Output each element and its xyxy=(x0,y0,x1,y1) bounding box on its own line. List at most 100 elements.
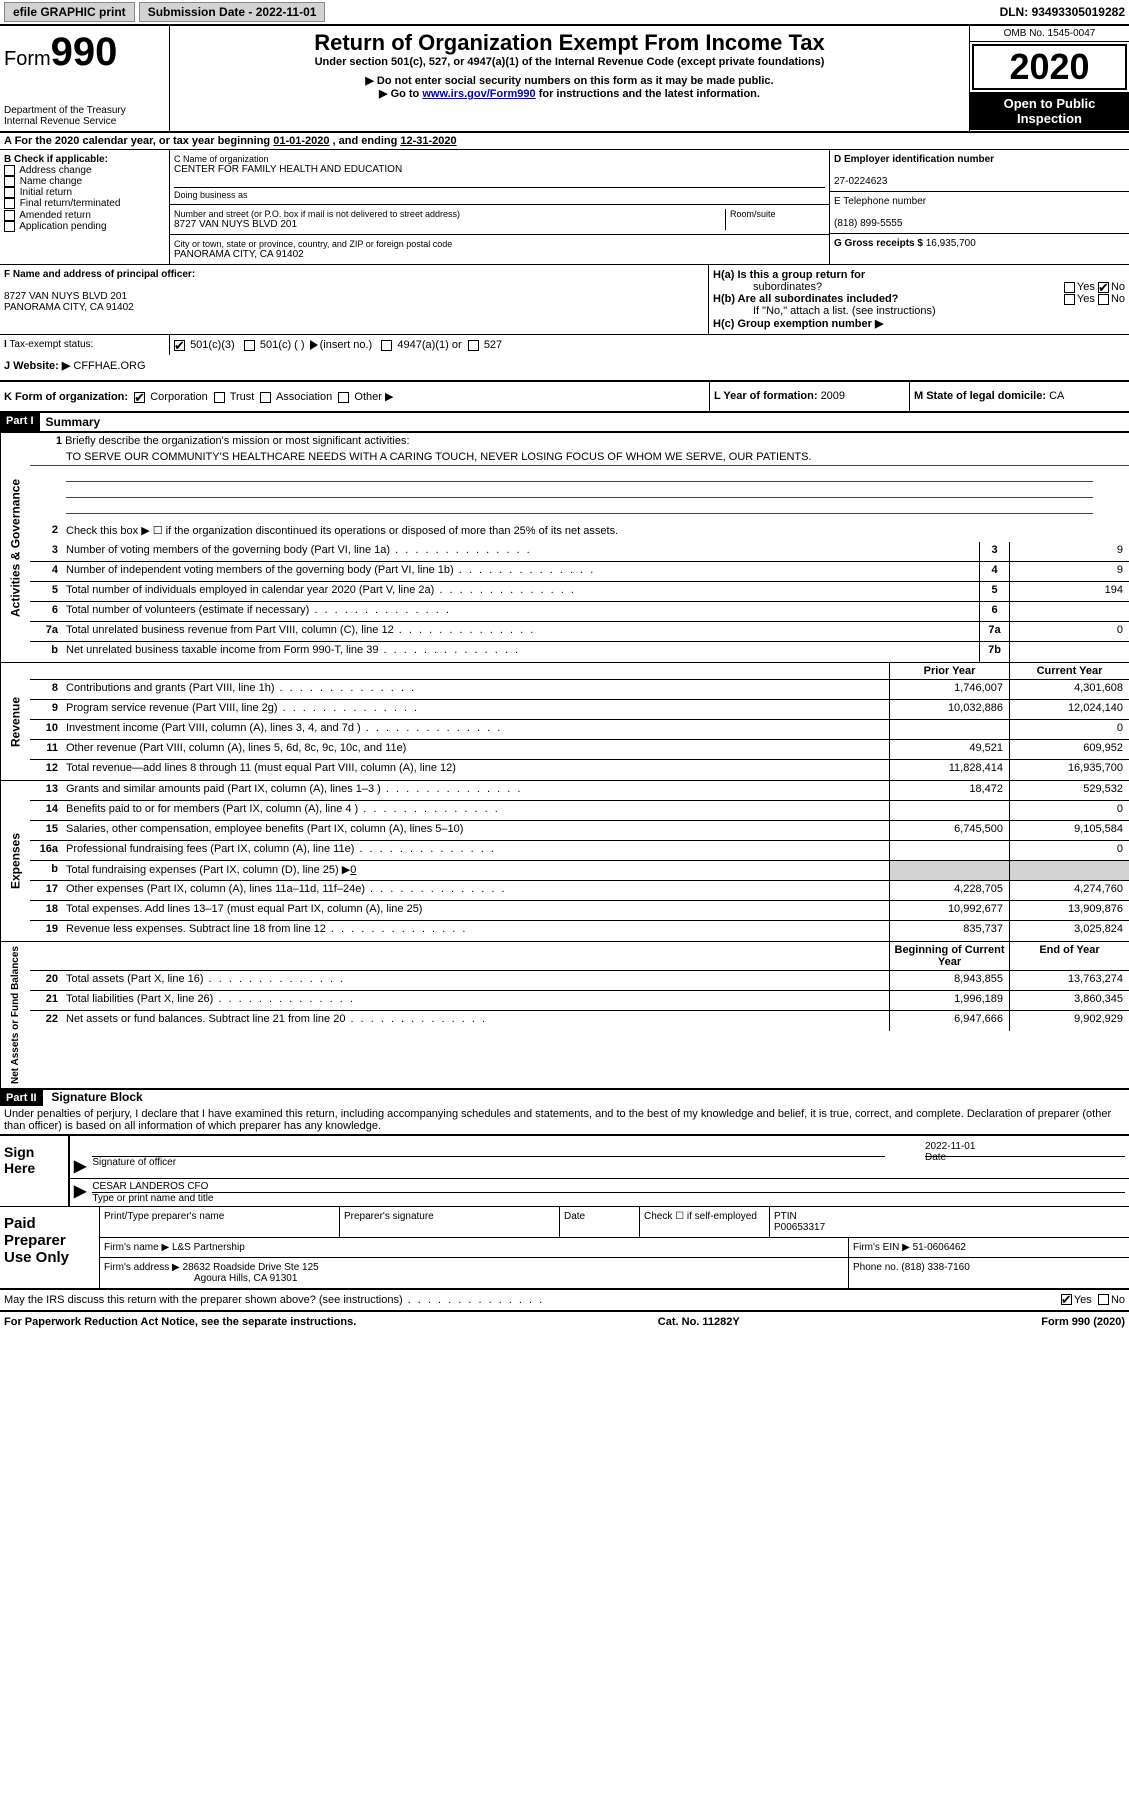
arrow-icon: ▶ xyxy=(74,1156,86,1176)
dln: DLN: 93493305019282 xyxy=(1000,5,1125,19)
line3-desc: Number of voting members of the governin… xyxy=(62,542,979,561)
mission-text: TO SERVE OUR COMMUNITY'S HEALTHCARE NEED… xyxy=(30,449,1129,466)
part1-header: Part I Summary xyxy=(0,413,1129,432)
omb-number: OMB No. 1545-0047 xyxy=(970,26,1129,42)
col-d: D Employer identification number 27-0224… xyxy=(829,150,1129,264)
subtitle-2: ▶ Do not enter social security numbers o… xyxy=(174,74,965,87)
chk-501c[interactable] xyxy=(244,340,255,351)
line7a-desc: Total unrelated business revenue from Pa… xyxy=(62,622,979,641)
dept-treasury: Department of the Treasury xyxy=(4,105,165,116)
chk-other[interactable] xyxy=(338,392,349,403)
officer-name-label: Type or print name and title xyxy=(92,1192,1125,1204)
officer-label: F Name and address of principal officer: xyxy=(4,269,195,280)
section-a: A For the 2020 calendar year, or tax yea… xyxy=(0,133,1129,150)
chk-initial-return[interactable] xyxy=(4,187,15,198)
topbar: efile GRAPHIC print Submission Date - 20… xyxy=(0,0,1129,24)
b-header: B Check if applicable: xyxy=(4,154,108,165)
chk-hb-no[interactable] xyxy=(1098,294,1109,305)
ein-value: 27-0224623 xyxy=(834,176,887,187)
line6-val xyxy=(1009,602,1129,621)
line4-val: 9 xyxy=(1009,562,1129,581)
chk-assoc[interactable] xyxy=(260,392,271,403)
expenses-section: Expenses 13Grants and similar amounts pa… xyxy=(0,780,1129,941)
arrow-icon: ▶ xyxy=(74,1181,86,1204)
line5-val: 194 xyxy=(1009,582,1129,601)
block-fh: F Name and address of principal officer:… xyxy=(0,265,1129,335)
form990-link[interactable]: www.irs.gov/Form990 xyxy=(422,88,535,100)
block-i: I Tax-exempt status: 501(c)(3) 501(c) ( … xyxy=(0,335,1129,355)
hb-label: H(b) Are all subordinates included? xyxy=(713,293,898,305)
open-public: Open to Public Inspection xyxy=(970,92,1129,130)
date-label: Date xyxy=(925,1152,946,1163)
chk-discuss-no[interactable] xyxy=(1098,1294,1109,1305)
prep-sig-label: Preparer's signature xyxy=(340,1207,560,1237)
line1-desc: Briefly describe the organization's miss… xyxy=(65,435,409,447)
col-b: B Check if applicable: Address change Na… xyxy=(0,150,170,264)
block-klm: K Form of organization: Corporation Trus… xyxy=(0,382,1129,413)
line5-desc: Total number of individuals employed in … xyxy=(62,582,979,601)
footer: For Paperwork Reduction Act Notice, see … xyxy=(0,1312,1129,1332)
chk-527[interactable] xyxy=(468,340,479,351)
subtitle-1: Under section 501(c), 527, or 4947(a)(1)… xyxy=(174,56,965,68)
block-j: J Website: ▶ CFFHAE.ORG xyxy=(0,355,1129,382)
sign-here-label: Sign Here xyxy=(0,1136,70,1206)
prep-name-label: Print/Type preparer's name xyxy=(100,1207,340,1237)
chk-4947[interactable] xyxy=(381,340,392,351)
officer-name: CESAR LANDEROS CFO xyxy=(92,1181,1125,1192)
dba-label: Doing business as xyxy=(174,187,825,200)
form-header: Form990 Department of the Treasury Inter… xyxy=(0,26,1129,133)
line7b-val xyxy=(1009,642,1129,662)
sign-here-block: Sign Here ▶ Signature of officer 2022-11… xyxy=(0,1135,1129,1207)
subtitle-3: ▶ Go to www.irs.gov/Form990 for instruct… xyxy=(174,87,965,100)
gross-receipts-value: 16,935,700 xyxy=(926,238,976,249)
org-name: CENTER FOR FAMILY HEALTH AND EDUCATION xyxy=(174,164,825,175)
part2-header: Part II Signature Block xyxy=(0,1090,1129,1106)
chk-corp[interactable] xyxy=(134,392,145,403)
chk-name-change[interactable] xyxy=(4,176,15,187)
prep-date-label: Date xyxy=(560,1207,640,1237)
officer-addr2: PANORAMA CITY, CA 91402 xyxy=(4,302,134,313)
chk-final-return[interactable] xyxy=(4,198,15,209)
officer-addr1: 8727 VAN NUYS BLVD 201 xyxy=(4,291,127,302)
website-label: J Website: ▶ xyxy=(4,360,70,372)
chk-hb-yes[interactable] xyxy=(1064,294,1075,305)
chk-application-pending[interactable] xyxy=(4,221,15,232)
irs-label: Internal Revenue Service xyxy=(4,116,165,127)
chk-discuss-yes[interactable] xyxy=(1061,1294,1072,1305)
submission-date-button[interactable]: Submission Date - 2022-11-01 xyxy=(139,2,326,22)
line7b-desc: Net unrelated business taxable income fr… xyxy=(62,642,979,662)
m-label: M State of legal domicile: xyxy=(914,390,1049,402)
chk-501c3[interactable] xyxy=(174,340,185,351)
footer-left: For Paperwork Reduction Act Notice, see … xyxy=(4,1316,356,1328)
hdr-current-year: Current Year xyxy=(1009,663,1129,679)
chk-ha-yes[interactable] xyxy=(1064,282,1075,293)
hdr-beginning: Beginning of Current Year xyxy=(889,942,1009,970)
revenue-section: Revenue Prior YearCurrent Year 8Contribu… xyxy=(0,662,1129,780)
street-label: Number and street (or P.O. box if mail i… xyxy=(174,209,725,219)
perjury-text: Under penalties of perjury, I declare th… xyxy=(0,1106,1129,1135)
gross-receipts-label: G Gross receipts $ xyxy=(834,238,926,249)
discuss-row: May the IRS discuss this return with the… xyxy=(0,1290,1129,1312)
chk-ha-no[interactable] xyxy=(1098,282,1109,293)
vtab-governance: Activities & Governance xyxy=(0,433,30,662)
l-label: L Year of formation: xyxy=(714,390,821,402)
city-label: City or town, state or province, country… xyxy=(174,239,825,249)
chk-address-change[interactable] xyxy=(4,165,15,176)
line7a-val: 0 xyxy=(1009,622,1129,641)
k-label: K Form of organization: xyxy=(4,391,128,403)
tax-year: 2020 xyxy=(972,44,1127,90)
governance-section: Activities & Governance 1 Briefly descri… xyxy=(0,432,1129,662)
net-assets-section: Net Assets or Fund Balances Beginning of… xyxy=(0,941,1129,1090)
vtab-net: Net Assets or Fund Balances xyxy=(0,942,30,1088)
m-value: CA xyxy=(1049,390,1064,402)
firm-phone: (818) 338-7160 xyxy=(901,1262,969,1273)
ptin-value: P00653317 xyxy=(774,1222,825,1233)
efile-button[interactable]: efile GRAPHIC print xyxy=(4,2,135,22)
col-c: C Name of organization CENTER FOR FAMILY… xyxy=(170,150,829,264)
line6-desc: Total number of volunteers (estimate if … xyxy=(62,602,979,621)
line4-desc: Number of independent voting members of … xyxy=(62,562,979,581)
chk-trust[interactable] xyxy=(214,392,225,403)
l-value: 2009 xyxy=(821,390,845,402)
hdr-end: End of Year xyxy=(1009,942,1129,970)
chk-amended-return[interactable] xyxy=(4,210,15,221)
